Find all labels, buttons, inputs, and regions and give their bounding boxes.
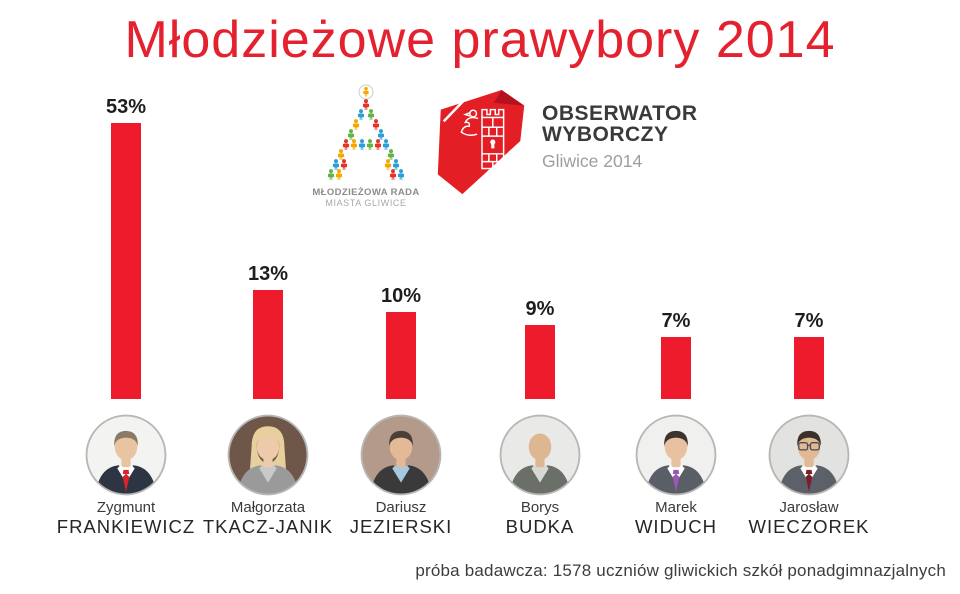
observer-logo-text: OBSERWATOR WYBORCZY Gliwice 2014 bbox=[542, 103, 698, 172]
result-bar bbox=[386, 312, 416, 399]
candidate-photo bbox=[768, 414, 850, 496]
candidate-first-name: Zygmunt bbox=[96, 499, 156, 516]
candidate-last-name: WIDUCH bbox=[634, 516, 718, 537]
candidate-column-wieczorek: 7% Jarosław WIECZOREK bbox=[740, 95, 878, 555]
candidate-last-name: FRANKIEWICZ bbox=[56, 516, 196, 537]
observer-title-line1: OBSERWATOR bbox=[542, 102, 698, 125]
candidate-photo bbox=[227, 414, 309, 496]
candidate-column-widuch: 7% Marek WIDUCH bbox=[607, 95, 745, 555]
candidate-column-jezierski: 10% Dariusz JEZIERSKI bbox=[332, 95, 470, 555]
bar-value-label: 9% bbox=[525, 298, 555, 320]
candidate-first-name: Marek bbox=[655, 499, 697, 516]
bar-value-label: 10% bbox=[380, 285, 422, 307]
candidate-last-name: JEZIERSKI bbox=[349, 516, 453, 537]
youth-council-name-line2: MIASTA GLIWICE bbox=[325, 198, 407, 208]
bar-value-label: 13% bbox=[247, 263, 289, 285]
result-bar bbox=[794, 337, 824, 399]
observer-subtitle: Gliwice 2014 bbox=[542, 151, 643, 171]
candidate-column-frankiewicz: 53% Zygmunt FRANKIEWICZ bbox=[57, 95, 195, 555]
result-bar bbox=[525, 325, 555, 399]
page-title: Młodzieżowe prawybory 2014 bbox=[124, 11, 836, 69]
candidate-first-name: Małgorzata bbox=[230, 499, 306, 516]
candidate-first-name: Borys bbox=[520, 499, 560, 516]
bar-value-label: 53% bbox=[105, 96, 147, 118]
candidate-last-name: BUDKA bbox=[505, 516, 575, 537]
candidate-photo bbox=[85, 414, 167, 496]
youth-council-logo: MŁODZIEŻOWA RADA MIASTA GLIWICE bbox=[312, 84, 420, 208]
result-bar bbox=[661, 337, 691, 399]
sample-footnote: próba badawcza: 1578 uczniów gliwickich … bbox=[415, 561, 946, 580]
gliwice-crest-icon bbox=[437, 89, 525, 195]
candidate-photo bbox=[499, 414, 581, 496]
bar-value-label: 7% bbox=[794, 310, 824, 332]
candidate-first-name: Dariusz bbox=[375, 499, 427, 516]
result-bar bbox=[253, 290, 283, 399]
youth-council-name-line1: MŁODZIEŻOWA RADA bbox=[312, 187, 420, 198]
candidate-column-budka: 9% Borys BUDKA bbox=[471, 95, 609, 555]
people-tree-icon bbox=[327, 84, 405, 181]
candidate-photo bbox=[635, 414, 717, 496]
candidate-last-name: WIECZOREK bbox=[748, 516, 870, 537]
candidate-last-name: TKACZ-JANIK bbox=[202, 516, 334, 537]
bar-value-label: 7% bbox=[661, 310, 691, 332]
candidate-column-tkacz-janik: 13% Małgorzata TKACZ-JANIK bbox=[199, 95, 337, 555]
observer-title-line2: WYBORCZY bbox=[542, 123, 669, 146]
candidate-photo bbox=[360, 414, 442, 496]
result-bar bbox=[111, 123, 141, 399]
candidate-first-name: Jarosław bbox=[779, 499, 839, 516]
